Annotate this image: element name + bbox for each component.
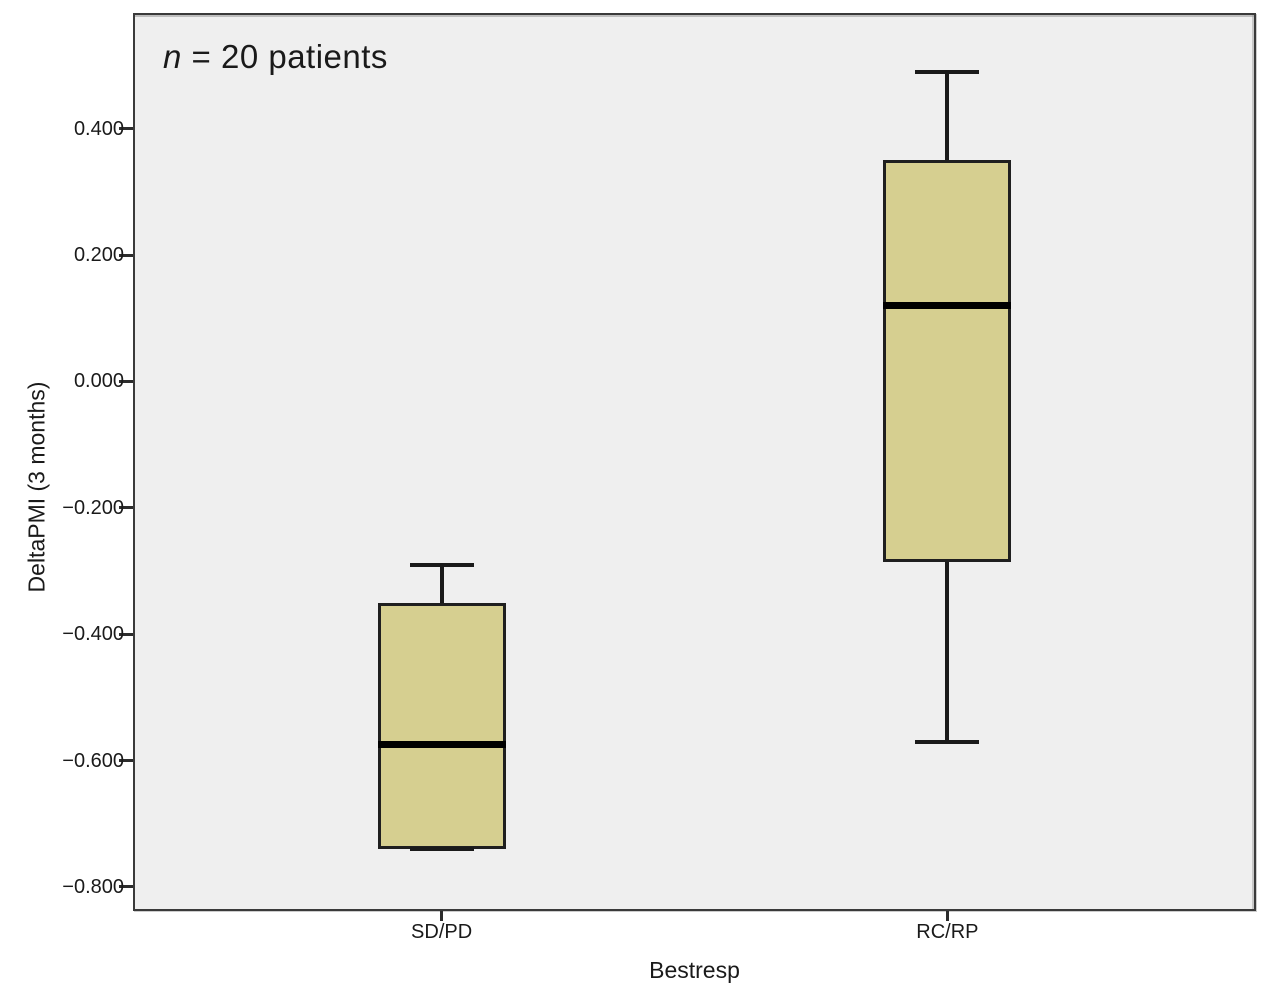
y-axis-title: DeltaPMI (3 months)	[23, 381, 50, 593]
y-tick-mark	[119, 632, 133, 636]
plot-area	[133, 13, 1256, 911]
median-line	[883, 302, 1012, 310]
whisker-cap	[409, 846, 474, 851]
x-tick-label: SD/PD	[411, 921, 473, 943]
annotation: n = 20 patients	[163, 38, 388, 76]
whisker-cap	[915, 739, 980, 744]
x-tick-label: RC/RP	[916, 921, 979, 943]
median-line	[377, 741, 506, 749]
y-tick-label: 0.200	[73, 244, 124, 267]
box	[377, 602, 506, 849]
y-tick-mark	[119, 379, 133, 383]
whisker-cap	[409, 562, 474, 567]
y-tick-mark	[119, 885, 133, 889]
y-tick-label: −0.800	[62, 875, 124, 898]
annotation-text: = 20 patients	[181, 38, 388, 75]
x-tick-mark	[440, 911, 444, 921]
y-tick-mark	[119, 506, 133, 510]
annotation-n: n	[163, 38, 182, 75]
y-tick-mark	[119, 759, 133, 763]
y-tick-label: 0.400	[73, 117, 124, 140]
whisker-line	[945, 561, 950, 742]
y-tick-label: −0.200	[62, 496, 124, 519]
y-tick-label: 0.000	[73, 370, 124, 393]
box	[883, 160, 1012, 562]
y-tick-mark	[119, 253, 133, 257]
x-axis-title: Bestresp	[649, 957, 740, 983]
y-tick-label: −0.400	[62, 623, 124, 646]
whisker-cap	[915, 69, 980, 74]
y-tick-label: −0.600	[62, 749, 124, 772]
y-tick-mark	[119, 127, 133, 131]
whisker-line	[945, 71, 950, 161]
x-tick-mark	[945, 911, 949, 921]
whisker-line	[439, 564, 444, 603]
